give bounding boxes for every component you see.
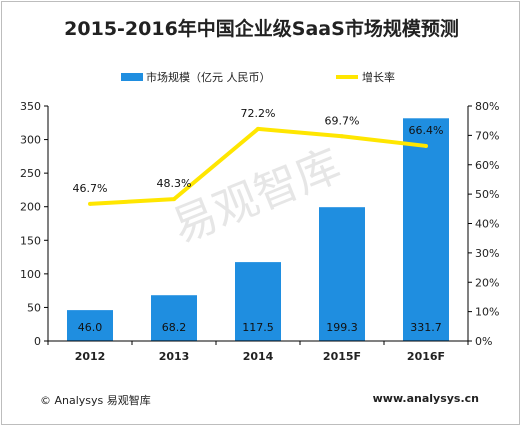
y-right-tick-label: 10% [475,306,499,319]
y-right-tick-label: 30% [475,247,499,260]
growth-point-2016F [424,143,428,148]
legend-line-label: 增长率 [362,70,395,84]
y-right-tick-label: 60% [475,159,499,172]
bar-label-2015F: 199.3 [326,321,358,334]
line-series: 46.7% 48.3% 72.2% 69.7% 66.4% [73,107,444,206]
growth-label-2016F: 66.4% [409,124,444,137]
y-left-tick-label: 100 [20,268,41,281]
x-tick-label-2012: 2012 [75,350,106,363]
bar-label-2012: 46.0 [78,321,103,334]
y-right-tick-label: 80% [475,100,499,113]
growth-label-2013: 48.3% [157,177,192,190]
bar-label-2016F: 331.7 [410,321,442,334]
y-left-tick-label: 150 [20,234,41,247]
bar-label-2013: 68.2 [162,321,187,334]
y-right-tick-label: 20% [475,276,499,289]
bar-series: 46.0 68.2 117.5 199.3 331.7 [67,118,449,341]
growth-point-2015F [340,134,344,139]
growth-label-2015F: 69.7% [325,114,360,127]
y-left-tick-label: 350 [20,100,41,113]
growth-point-2013 [172,197,176,202]
y-left-tick-label: 50 [27,301,41,314]
legend-bar-label: 市场规模（亿元 人民币） [146,70,271,84]
x-tick-label-2015F: 2015F [323,350,361,363]
y-left-tick-label: 0 [34,335,41,348]
y-right-tick-label: 40% [475,218,499,231]
growth-point-2014 [256,126,260,131]
x-tick-label-2014: 2014 [243,350,274,363]
bar-2013 [151,295,197,341]
legend: 市场规模（亿元 人民币） 增长率 [121,70,395,84]
bar-2016F [403,118,449,341]
bar-2014 [235,262,281,341]
footer-website: www.analysys.cn [372,392,479,405]
footer-copyright: © Analysys 易观智库 [40,394,151,407]
bar-2015F [319,207,365,341]
chart-title: 2015-2016年中国企业级SaaS市场规模预测 [64,18,459,40]
growth-label-2014: 72.2% [241,107,276,120]
bar-label-2014: 117.5 [242,321,274,334]
y-left-tick-label: 200 [20,201,41,214]
growth-label-2012: 46.7% [73,182,108,195]
y-right-tick-label: 0% [475,335,492,348]
x-tick-label-2013: 2013 [159,350,190,363]
axes: 0 50 100 150 200 250 300 350 0% 10% 20% 30% 40% 50% 60… [20,100,499,363]
y-left-tick-label: 250 [20,167,41,180]
y-right-tick-label: 70% [475,129,499,142]
legend-bar-swatch [121,73,143,81]
y-right-tick-label: 50% [475,188,499,201]
growth-point-2012 [88,201,92,206]
bar-2012 [67,310,113,341]
x-tick-label-2016F: 2016F [407,350,445,363]
y-left-tick-label: 300 [20,134,41,147]
